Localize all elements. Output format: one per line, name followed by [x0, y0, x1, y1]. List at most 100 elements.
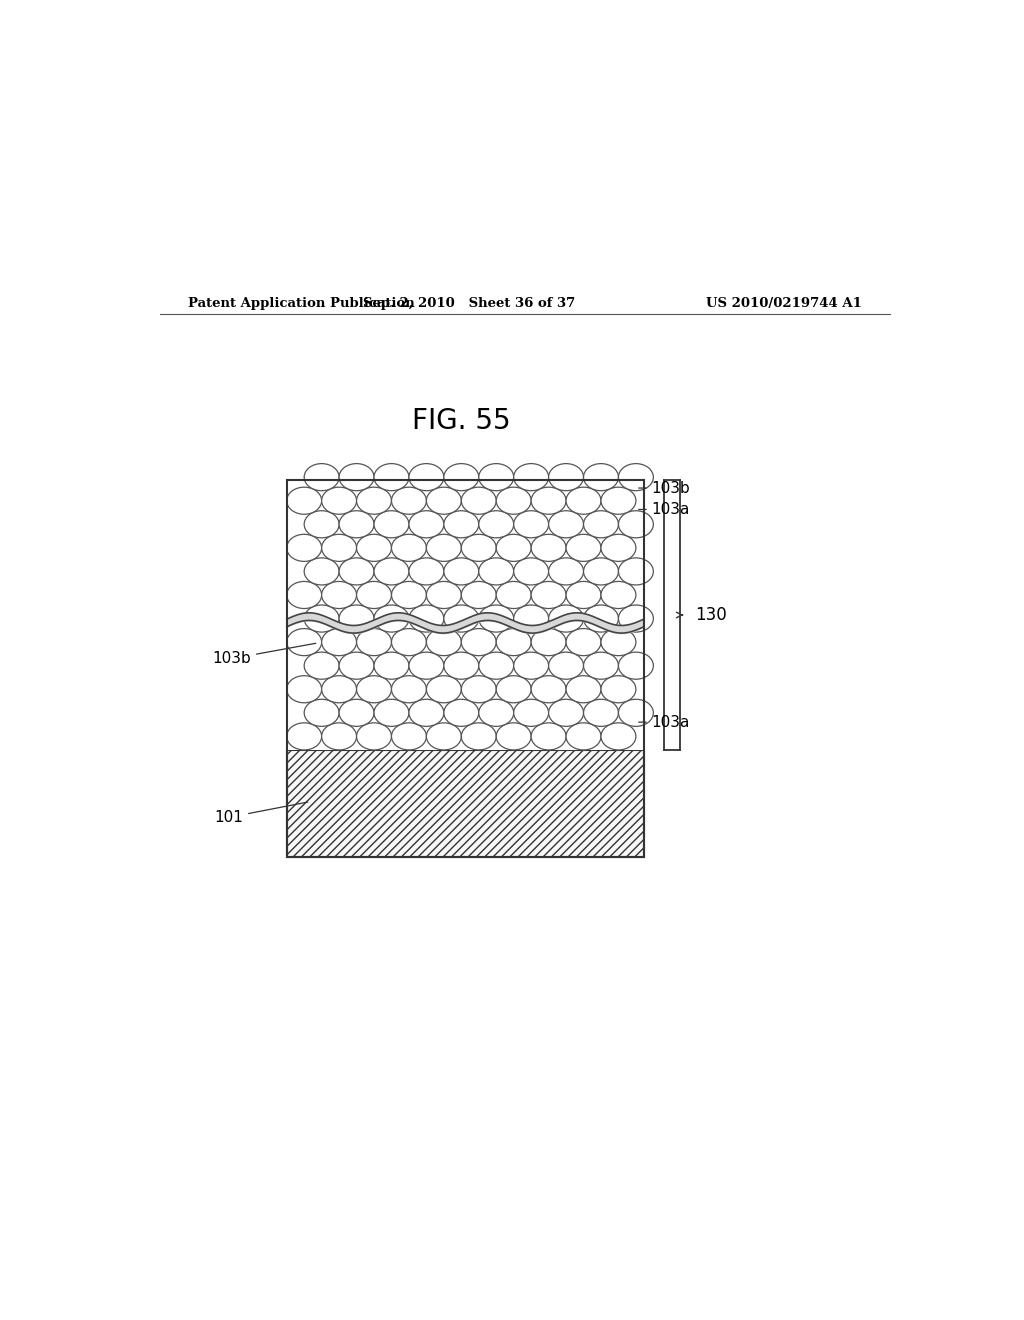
Ellipse shape: [549, 652, 584, 680]
Ellipse shape: [426, 676, 461, 702]
Ellipse shape: [497, 628, 531, 656]
Ellipse shape: [409, 511, 443, 537]
Ellipse shape: [287, 723, 322, 750]
Ellipse shape: [479, 463, 514, 491]
Ellipse shape: [549, 463, 584, 491]
Ellipse shape: [514, 605, 549, 632]
Ellipse shape: [287, 487, 322, 515]
Ellipse shape: [514, 558, 549, 585]
Ellipse shape: [461, 723, 497, 750]
Ellipse shape: [584, 463, 618, 491]
Ellipse shape: [443, 605, 479, 632]
Ellipse shape: [409, 463, 443, 491]
Ellipse shape: [391, 676, 426, 702]
Ellipse shape: [514, 511, 549, 537]
Ellipse shape: [374, 605, 409, 632]
Ellipse shape: [461, 676, 497, 702]
Ellipse shape: [601, 628, 636, 656]
Ellipse shape: [479, 700, 514, 726]
Ellipse shape: [461, 487, 497, 515]
Ellipse shape: [601, 487, 636, 515]
Ellipse shape: [618, 558, 653, 585]
Ellipse shape: [304, 511, 339, 537]
Ellipse shape: [461, 581, 497, 609]
Bar: [287, 750, 644, 857]
Ellipse shape: [356, 676, 391, 702]
Ellipse shape: [566, 487, 601, 515]
Ellipse shape: [356, 581, 391, 609]
Ellipse shape: [443, 652, 479, 680]
Ellipse shape: [409, 605, 443, 632]
Ellipse shape: [479, 652, 514, 680]
Ellipse shape: [391, 535, 426, 561]
Ellipse shape: [584, 605, 618, 632]
Ellipse shape: [426, 535, 461, 561]
Text: FIG. 55: FIG. 55: [412, 407, 511, 434]
Ellipse shape: [531, 628, 566, 656]
Ellipse shape: [339, 652, 374, 680]
Text: US 2010/0219744 A1: US 2010/0219744 A1: [707, 297, 862, 310]
Ellipse shape: [549, 511, 584, 537]
Ellipse shape: [304, 605, 339, 632]
Ellipse shape: [356, 723, 391, 750]
Ellipse shape: [601, 581, 636, 609]
Ellipse shape: [618, 463, 653, 491]
Ellipse shape: [443, 511, 479, 537]
Ellipse shape: [443, 700, 479, 726]
Ellipse shape: [618, 652, 653, 680]
Ellipse shape: [549, 605, 584, 632]
Ellipse shape: [339, 511, 374, 537]
Ellipse shape: [618, 511, 653, 537]
Ellipse shape: [322, 487, 356, 515]
Text: 101: 101: [214, 803, 308, 825]
Ellipse shape: [531, 581, 566, 609]
Text: 103a: 103a: [639, 714, 690, 730]
Bar: [287, 480, 644, 857]
Ellipse shape: [497, 581, 531, 609]
Ellipse shape: [549, 700, 584, 726]
Ellipse shape: [374, 700, 409, 726]
Text: 130: 130: [695, 606, 727, 624]
Ellipse shape: [497, 535, 531, 561]
Ellipse shape: [618, 700, 653, 726]
Ellipse shape: [409, 558, 443, 585]
Ellipse shape: [287, 535, 322, 561]
Ellipse shape: [566, 628, 601, 656]
Ellipse shape: [339, 700, 374, 726]
Ellipse shape: [391, 723, 426, 750]
Ellipse shape: [443, 558, 479, 585]
Ellipse shape: [426, 581, 461, 609]
Text: Patent Application Publication: Patent Application Publication: [187, 297, 415, 310]
Ellipse shape: [514, 463, 549, 491]
Ellipse shape: [287, 581, 322, 609]
Ellipse shape: [322, 723, 356, 750]
Text: 103b: 103b: [212, 643, 315, 667]
Ellipse shape: [322, 676, 356, 702]
Ellipse shape: [531, 723, 566, 750]
Ellipse shape: [497, 487, 531, 515]
Ellipse shape: [514, 700, 549, 726]
Ellipse shape: [322, 628, 356, 656]
Ellipse shape: [304, 463, 339, 491]
Ellipse shape: [566, 535, 601, 561]
Ellipse shape: [531, 535, 566, 561]
Text: Sep. 2, 2010   Sheet 36 of 37: Sep. 2, 2010 Sheet 36 of 37: [364, 297, 575, 310]
Ellipse shape: [584, 511, 618, 537]
Ellipse shape: [374, 511, 409, 537]
Ellipse shape: [497, 676, 531, 702]
Ellipse shape: [304, 700, 339, 726]
Ellipse shape: [566, 676, 601, 702]
Ellipse shape: [479, 605, 514, 632]
Text: 103b: 103b: [639, 480, 690, 495]
Ellipse shape: [339, 605, 374, 632]
Ellipse shape: [566, 581, 601, 609]
Ellipse shape: [339, 463, 374, 491]
Ellipse shape: [584, 700, 618, 726]
Ellipse shape: [391, 487, 426, 515]
Ellipse shape: [322, 581, 356, 609]
Ellipse shape: [461, 535, 497, 561]
Bar: [287, 480, 644, 750]
Ellipse shape: [339, 558, 374, 585]
Ellipse shape: [549, 558, 584, 585]
Ellipse shape: [426, 487, 461, 515]
